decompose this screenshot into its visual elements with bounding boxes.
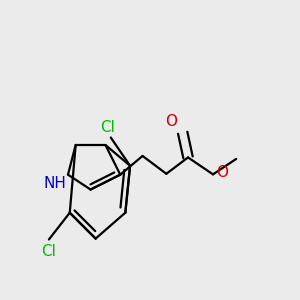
Text: Cl: Cl bbox=[100, 119, 115, 134]
Text: O: O bbox=[217, 165, 229, 180]
Text: NH: NH bbox=[44, 176, 67, 191]
Text: O: O bbox=[165, 114, 177, 129]
Text: Cl: Cl bbox=[41, 244, 56, 259]
